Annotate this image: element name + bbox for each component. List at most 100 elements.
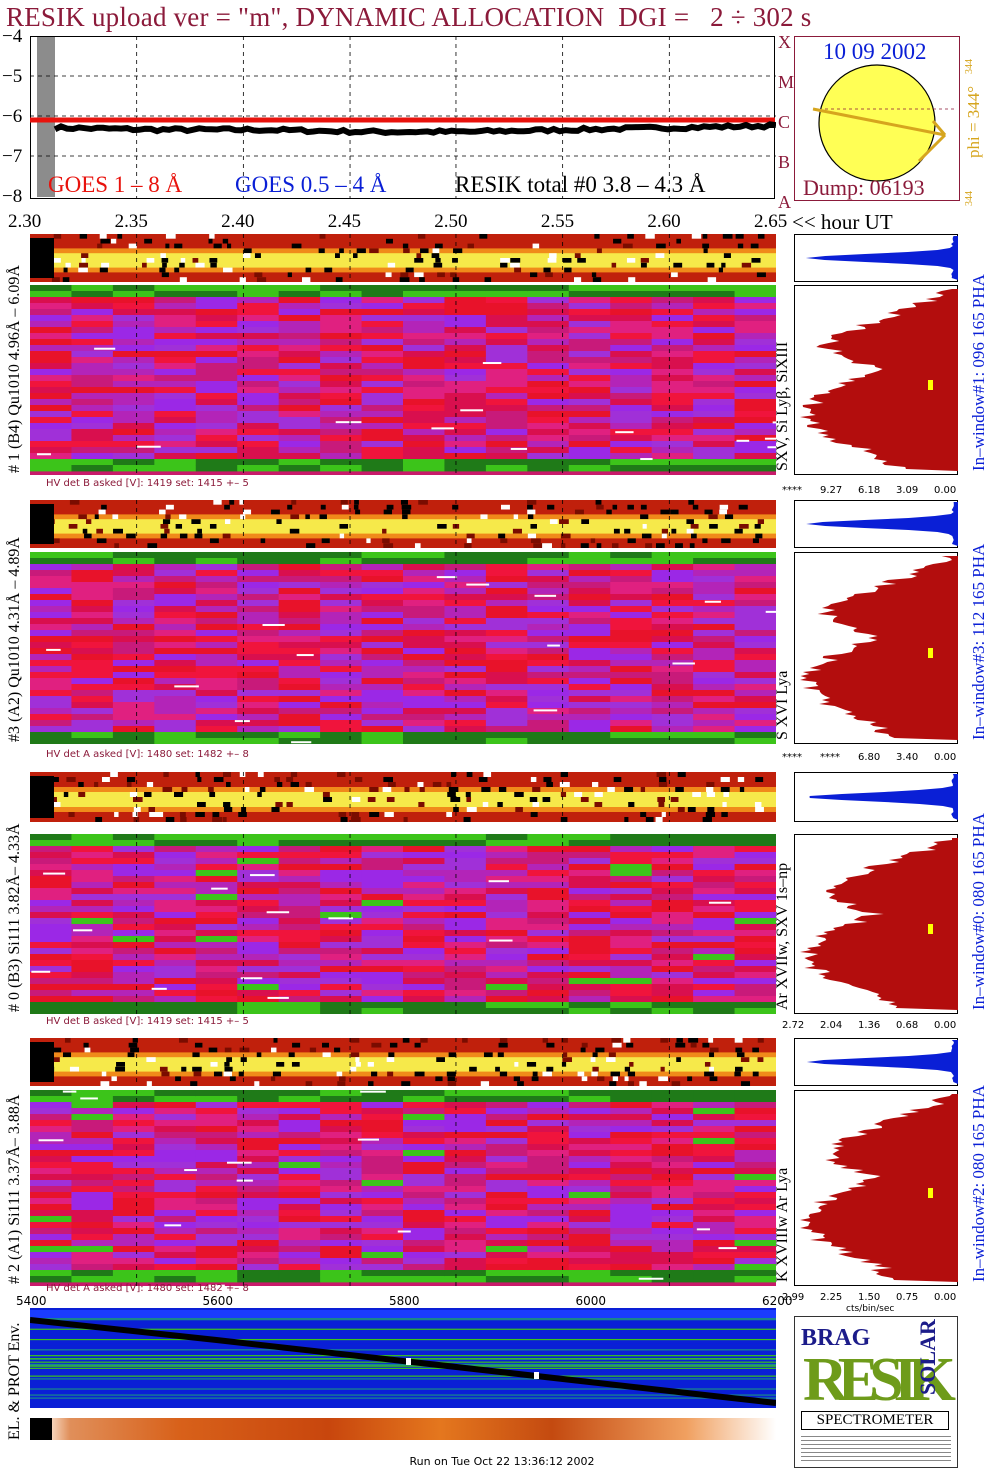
time-tick: 2.35: [114, 211, 148, 232]
pha-tick: ****: [820, 752, 840, 763]
logo-caption: SPECTROMETER: [801, 1411, 949, 1430]
time-tick: 2.55: [540, 211, 575, 232]
goes-y-tick: −8: [2, 186, 23, 207]
window-label: In–window#3: 112 165 PHA: [969, 543, 988, 740]
time-tick: 2.60: [647, 211, 681, 232]
env-x-tick: 5600: [202, 1294, 234, 1308]
goes-y-tick: −4: [2, 26, 23, 47]
pha-small-histogram: [794, 234, 958, 282]
channel-spectrogram: [30, 285, 776, 475]
goes-legend-resik: RESIK total #0 3.8 – 4.3 Å: [455, 172, 706, 197]
footer-run-info: Run on Tue Oct 22 13:36:12 2002: [409, 1455, 595, 1468]
goes-y-tick: −5: [2, 66, 23, 87]
time-tick: 2.30: [8, 211, 42, 232]
env-x-tick: 6000: [575, 1294, 607, 1308]
goes-legend-short: GOES 0.5 – 4 Å: [235, 172, 387, 197]
phi-label: phi = 344°: [964, 85, 983, 158]
pha-histogram: [794, 285, 958, 475]
pha-tick: 0.00: [934, 1020, 957, 1031]
pha-axis-unit: cts/bin/sec: [846, 1304, 895, 1314]
pha-small-histogram: [794, 1038, 958, 1086]
goes-panel: GOES 1 – 8 Å GOES 0.5 – 4 Å RESIK total …: [30, 36, 776, 199]
pha-tick: 2.04: [820, 1020, 843, 1031]
logo-word-brag: BRAG: [801, 1325, 871, 1351]
dump-label: Dump: 06193: [803, 175, 925, 200]
goes-legend-long: GOES 1 – 8 Å: [48, 172, 183, 197]
env-x-tick: 5800: [389, 1294, 420, 1308]
time-tick: 2.65: [754, 211, 788, 232]
goes-y-tick: −7: [2, 146, 23, 167]
pha-tick: 0.00: [934, 1292, 957, 1303]
pha-small-histogram: [794, 500, 958, 548]
page-title: RESIK upload ver = "m", DYNAMIC ALLOCATI…: [6, 2, 812, 32]
pha-tick: 0.00: [934, 485, 957, 496]
channel-strip: [30, 500, 776, 548]
flare-class-C: C: [778, 112, 791, 132]
channel-spectrogram: [30, 834, 776, 1014]
pha-tick: 3.09: [896, 485, 919, 496]
pha-tick: 1.50: [858, 1292, 881, 1303]
logo-fine-print: [801, 1435, 951, 1461]
channel-spectrogram: [30, 552, 776, 744]
pha-histogram: [794, 552, 958, 744]
channel-strip: [30, 772, 776, 822]
hv-label: HV det A asked [V]: 1480 set: 1482 +– 8: [46, 749, 249, 760]
env-plot: [29, 1308, 777, 1408]
resik-logo: BRAG RESIK SOLAR SPECTROMETER: [794, 1316, 958, 1468]
logo-letters: RESIK: [803, 1346, 956, 1414]
goes-plot: [30, 36, 776, 199]
flare-class-X: X: [778, 32, 791, 52]
pha-tick: 9.27: [820, 485, 843, 496]
channel-line-label: S XVI Lya: [774, 670, 791, 740]
channel-line-label: K XVIIIw Ar Lya: [774, 1167, 791, 1282]
pha-tick: 1.36: [858, 1020, 881, 1031]
pha-histogram: [794, 1090, 958, 1286]
sun-panel: 10 09 2002 Dump: 06193: [794, 36, 960, 201]
channel-line-label: Ar XVIIw, SXV 1s–np: [774, 862, 791, 1010]
pha-tick: 6.80: [858, 752, 881, 763]
window-label: In–window#1: 096 165 PHA: [969, 274, 988, 471]
flare-class-A: A: [778, 192, 791, 212]
time-tick: 2.50: [434, 211, 468, 232]
env-panel: [29, 1308, 777, 1408]
goes-y-tick: −6: [2, 106, 23, 127]
pha-tick: 0.68: [896, 1020, 919, 1031]
channel-left-label: # 2 (A1) Si111 3.37Å– 3.88Å: [6, 1094, 23, 1284]
phi-sub: 344: [964, 59, 975, 74]
channel-line-label: SXV, Si Lyβ, SiXIII: [774, 341, 791, 471]
hv-label: HV det A asked [V]: 1480 set: 1482 +– 8: [46, 1283, 249, 1294]
channel-strip: [30, 1038, 776, 1086]
time-unit-label: << hour UT: [792, 210, 893, 234]
pha-tick: 0.75: [896, 1292, 919, 1303]
channel-spectrogram: [30, 1090, 776, 1286]
pha-tick: 2.72: [782, 1020, 805, 1031]
env-x-tick: 6200: [762, 1294, 793, 1308]
hv-label: HV det B asked [V]: 1419 set: 1415 +– 5: [46, 1016, 249, 1027]
channel-left-label: # 1 (B4) Qu1010 4.96Å – 6.09Å: [6, 265, 23, 473]
pha-tick: ****: [782, 485, 802, 496]
hv-label: HV det B asked [V]: 1419 set: 1415 +– 5: [46, 478, 249, 489]
sun-date: 10 09 2002: [823, 39, 927, 64]
pha-tick: 6.18: [858, 485, 881, 496]
pha-small-histogram: [794, 772, 958, 822]
pha-tick: ****: [782, 752, 802, 763]
window-label: In–window#0: 080 165 PHA: [969, 813, 988, 1010]
bottom-strip: [30, 1418, 776, 1440]
flare-class-B: B: [778, 152, 791, 172]
env-x-tick: 5400: [16, 1294, 47, 1308]
pha-tick: 2.25: [820, 1292, 843, 1303]
pha-histogram: [794, 834, 958, 1014]
phi-small: 344: [964, 191, 975, 206]
time-tick: 2.45: [327, 211, 361, 232]
env-label: EL. & PROT Env.: [6, 1322, 23, 1440]
window-label: In–window#2: 080 165 PHA: [969, 1085, 988, 1282]
pha-tick: 3.40: [896, 752, 919, 763]
pha-tick: 0.00: [934, 752, 957, 763]
channel-left-label: #3 (A2) Qu1010 4.31Å – 4.89Å: [6, 537, 23, 742]
channel-left-label: # 0 (B3) Si111 3.82Å– 4.33Å: [6, 823, 23, 1012]
channel-strip: [30, 234, 776, 282]
flare-class-M: M: [778, 72, 795, 92]
sun-disk: [812, 64, 955, 182]
time-tick: 2.40: [221, 211, 255, 232]
logo-word-solar: SOLAR: [915, 1319, 940, 1395]
